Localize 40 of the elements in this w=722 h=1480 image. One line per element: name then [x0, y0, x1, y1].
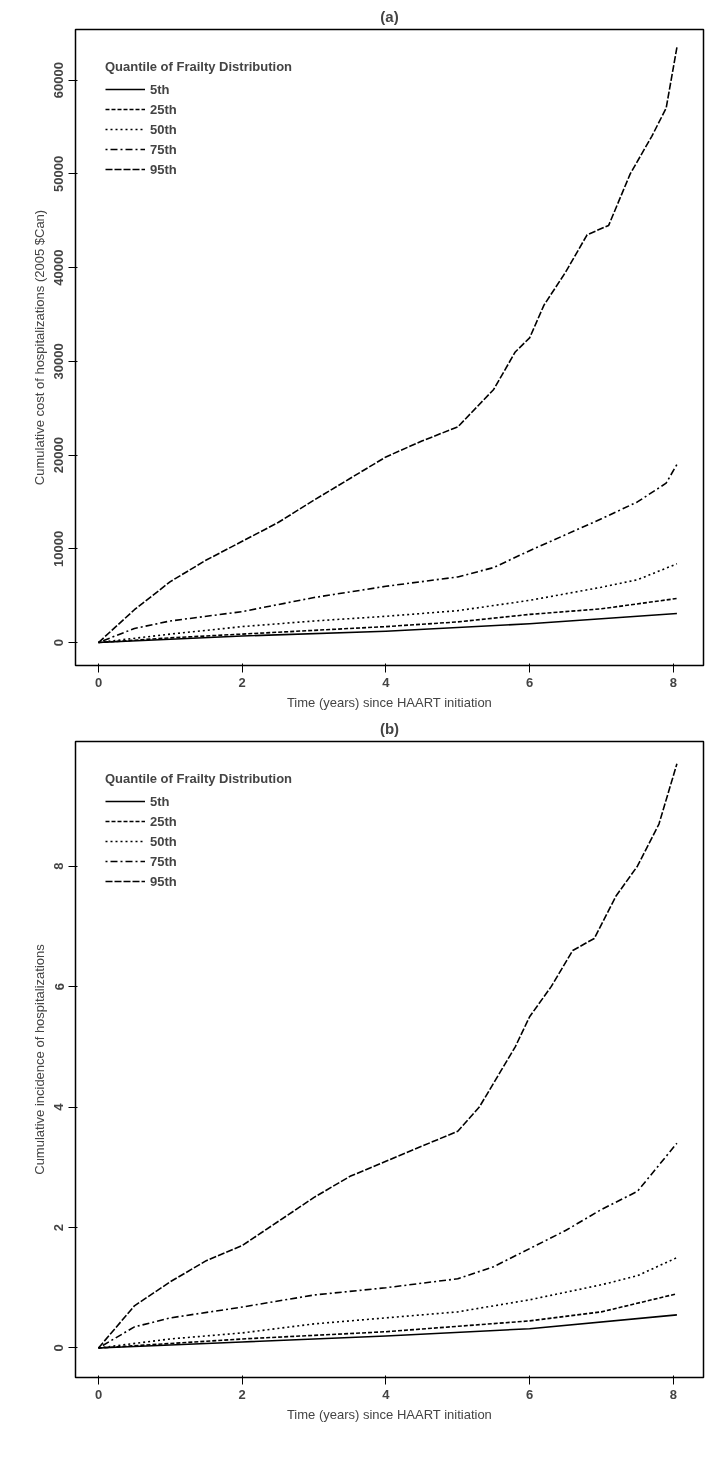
y-tick-label: 0: [51, 638, 67, 647]
x-tick-label: 6: [526, 1386, 534, 1402]
x-tick-label: 2: [238, 674, 246, 690]
y-tick-label: 30000: [51, 343, 67, 380]
y-tick-label: 2: [51, 1223, 67, 1232]
x-axis-title: Time (years) since HAART initiation: [286, 694, 492, 710]
x-tick-label: 2: [238, 1386, 246, 1402]
y-tick-label: 20000: [51, 436, 67, 474]
legend-label: 25th: [150, 101, 177, 117]
y-axis-title: Cumulative cost of hospitalizations (2005 $Can): [31, 209, 47, 486]
y-axis-title: Cumulative incidence of hospitalizations: [31, 943, 47, 1175]
y-tick-label: 50000: [51, 155, 67, 192]
legend-title: Quantile of Frailty Distribution: [105, 771, 293, 786]
y-tick-label: 10000: [51, 530, 67, 567]
y-tick-label: 6: [51, 983, 67, 991]
x-axis-title: Time (years) since HAART initiation: [286, 1406, 492, 1422]
legend-label: 5th: [150, 81, 170, 97]
chart-title: (b): [379, 719, 400, 737]
y-tick-label: 8: [51, 862, 67, 870]
legend-label: 95th: [150, 873, 177, 889]
y-tick-label: 4: [51, 1102, 67, 1111]
x-tick-label: 0: [94, 674, 103, 690]
legend-label: 75th: [150, 141, 177, 157]
x-tick-label: 8: [669, 674, 677, 690]
x-tick-label: 8: [669, 1386, 677, 1402]
x-tick-label: 4: [382, 1386, 391, 1402]
x-tick-label: 0: [94, 1386, 103, 1402]
legend-label: 75th: [150, 853, 177, 869]
x-tick-label: 4: [382, 674, 391, 690]
legend-title: Quantile of Frailty Distribution: [105, 59, 293, 74]
chart-title: (a): [380, 7, 399, 25]
legend-label: 50th: [150, 833, 177, 849]
x-tick-label: 6: [526, 674, 534, 690]
legend-label: 25th: [150, 813, 177, 829]
y-tick-label: 0: [51, 1344, 67, 1352]
y-tick-label: 40000: [51, 249, 67, 286]
y-tick-label: 60000: [51, 62, 67, 99]
legend-label: 50th: [150, 121, 177, 137]
legend-label: 95th: [150, 161, 177, 177]
legend-label: 5th: [150, 793, 170, 809]
